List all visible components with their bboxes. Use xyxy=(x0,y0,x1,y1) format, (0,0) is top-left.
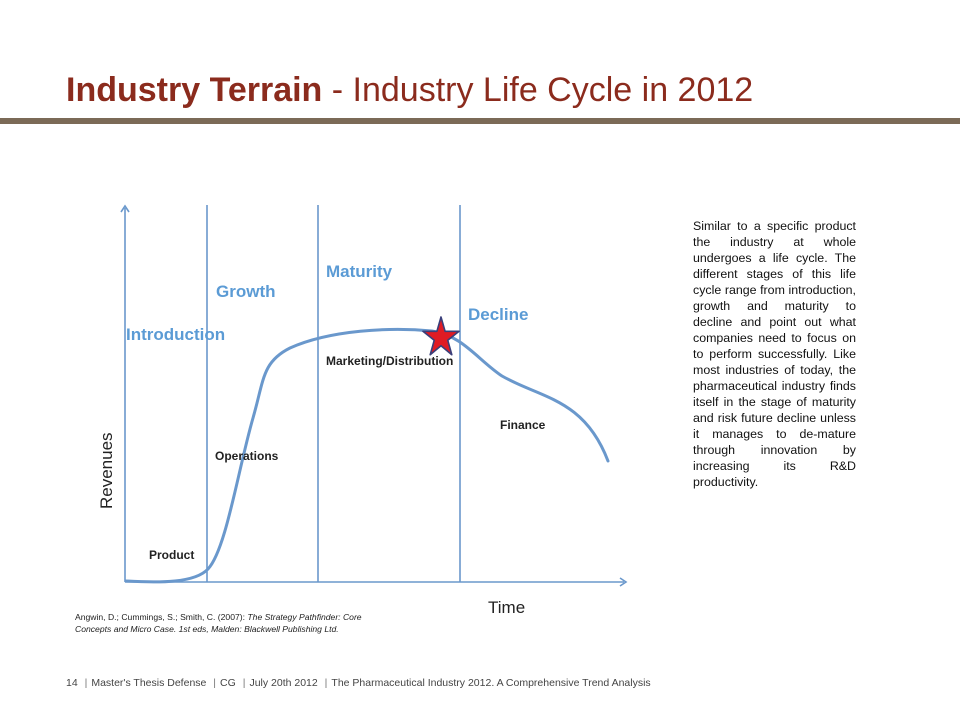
x-axis-label: Time xyxy=(488,598,525,617)
focus-label-finance: Finance xyxy=(500,418,546,432)
description-text: Similar to a specific product the indust… xyxy=(693,219,856,489)
footer-part-3: July 20th 2012 xyxy=(249,677,318,689)
stage-label-introduction: Introduction xyxy=(126,325,225,344)
focus-label-operations: Operations xyxy=(215,449,279,463)
footer-part-1: Master's Thesis Defense xyxy=(91,677,207,689)
footer-part-2: CG xyxy=(220,677,236,689)
y-axis-label: Revenues xyxy=(97,432,116,509)
stage-label-growth: Growth xyxy=(216,282,276,301)
stage-label-maturity: Maturity xyxy=(326,262,393,281)
citation: Angwin, D.; Cummings, S.; Smith, C. (200… xyxy=(75,611,375,635)
title-divider xyxy=(0,118,960,124)
stage-label-decline: Decline xyxy=(468,305,528,324)
footer: 14 | Master's Thesis Defense | CG | July 20… xyxy=(66,677,651,689)
star-icon xyxy=(422,316,460,356)
page-number: 14 xyxy=(66,677,78,689)
life-cycle-curve xyxy=(124,327,610,584)
slide-title: Industry Terrain - Industry Life Cycle i… xyxy=(66,70,753,110)
focus-label-product: Product xyxy=(149,548,194,562)
citation-work: The Strategy Pathfinder: Core Concepts a… xyxy=(75,612,362,634)
title-rest: - Industry Life Cycle in 2012 xyxy=(322,71,754,109)
citation-authors: Angwin, D.; Cummings, S.; Smith, C. (200… xyxy=(75,612,248,622)
title-bold: Industry Terrain xyxy=(66,71,323,109)
footer-part-4: The Pharmaceutical Industry 2012. A Comp… xyxy=(331,677,651,689)
focus-label-marketing: Marketing/Distribution xyxy=(326,354,453,368)
